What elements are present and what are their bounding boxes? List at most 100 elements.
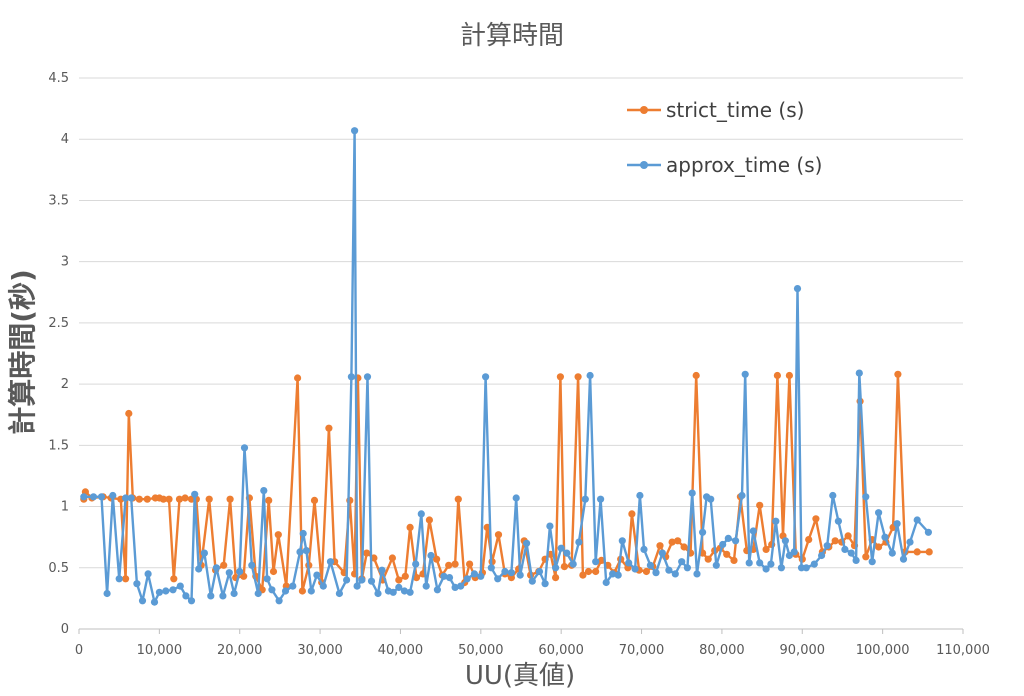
data-point [425,516,433,524]
data-point [207,592,215,600]
data-point [412,574,421,582]
data-point [155,588,163,596]
data-point [732,537,740,545]
data-point [378,566,386,574]
data-point [150,598,159,606]
data-point [618,537,626,545]
data-point [719,540,727,549]
x-tick-label: 100,000 [856,643,910,658]
data-point [494,531,503,539]
series-layer [80,127,933,606]
data-point [579,571,587,579]
data-point [103,589,111,598]
data-point [159,495,167,503]
data-point [552,564,560,572]
data-point [528,577,536,585]
data-point [516,571,524,579]
data-point [494,575,502,583]
data-point [395,576,403,584]
data-point [169,586,177,594]
data-point [115,575,123,583]
data-point [546,522,554,530]
data-point [363,373,372,381]
data-point [219,592,227,600]
data-point [756,559,764,567]
data-point [692,371,700,380]
data-point [133,580,141,588]
data-point [260,487,268,495]
data-point [678,558,686,566]
data-point [274,531,282,539]
data-point [482,373,490,381]
data-point [240,444,249,452]
data-point [609,570,617,578]
data-point [454,495,462,503]
data-point [592,558,600,566]
y-axis-label: 計算時間(秒) [6,269,39,435]
x-tick-label: 50,000 [458,643,504,658]
data-point [374,589,382,598]
data-point [307,587,315,595]
data-point [628,510,636,518]
data-point [730,556,738,565]
data-point [97,493,106,501]
data-point [875,543,883,551]
data-point [894,370,902,378]
data-point [181,494,189,502]
data-point [834,517,843,525]
data-point [712,561,720,569]
data-point [818,551,826,560]
data-point [586,371,594,380]
data-point [265,496,273,504]
legend-label: approx_time (s) [666,153,822,177]
data-point [507,569,515,577]
data-point [422,582,430,590]
data-point [881,533,889,541]
data-point [417,510,425,518]
data-point [109,491,117,500]
data-point [707,495,715,503]
data-point [248,561,256,569]
data-point [642,567,651,576]
data-point [913,516,921,524]
x-tick-label: 0 [75,643,83,658]
legend-swatch-marker [640,161,648,169]
data-point [240,572,248,580]
data-point [212,564,220,572]
data-point [557,544,565,552]
y-axis-ticks: 0 0.5 1 1.5 2 2.5 3 3.5 4 4.5 [48,71,69,637]
data-point [226,495,234,503]
data-point [294,374,302,382]
data-point [668,538,676,546]
data-point [175,495,184,503]
data-point [535,567,544,576]
data-point [563,549,571,557]
data-point [831,537,839,545]
data-point [367,577,376,585]
chart-title: 計算時間 [460,21,564,51]
data-point [574,373,582,381]
data-point [406,588,414,596]
grid-lines [78,77,964,634]
data-point [899,555,908,563]
data-point [296,548,304,556]
legend: strict_time (s) approx_time (s) [627,98,822,177]
data-point [665,566,673,574]
data-point [191,490,199,498]
data-point [805,536,813,544]
data-point [658,549,667,557]
data-point [200,549,208,557]
data-point [581,495,589,503]
y-tick-label: 3 [61,255,69,270]
data-point [230,589,238,598]
x-axis-ticks: 0 10,000 20,000 30,000 40,000 50,000 60,000 70,… [75,643,990,658]
data-point [501,567,509,576]
data-point [512,494,520,502]
x-tick-label: 80,000 [699,643,745,658]
data-point [541,580,549,588]
y-tick-label: 1.5 [48,438,69,453]
data-point [523,539,531,547]
data-point [144,570,152,578]
data-point [187,597,196,605]
